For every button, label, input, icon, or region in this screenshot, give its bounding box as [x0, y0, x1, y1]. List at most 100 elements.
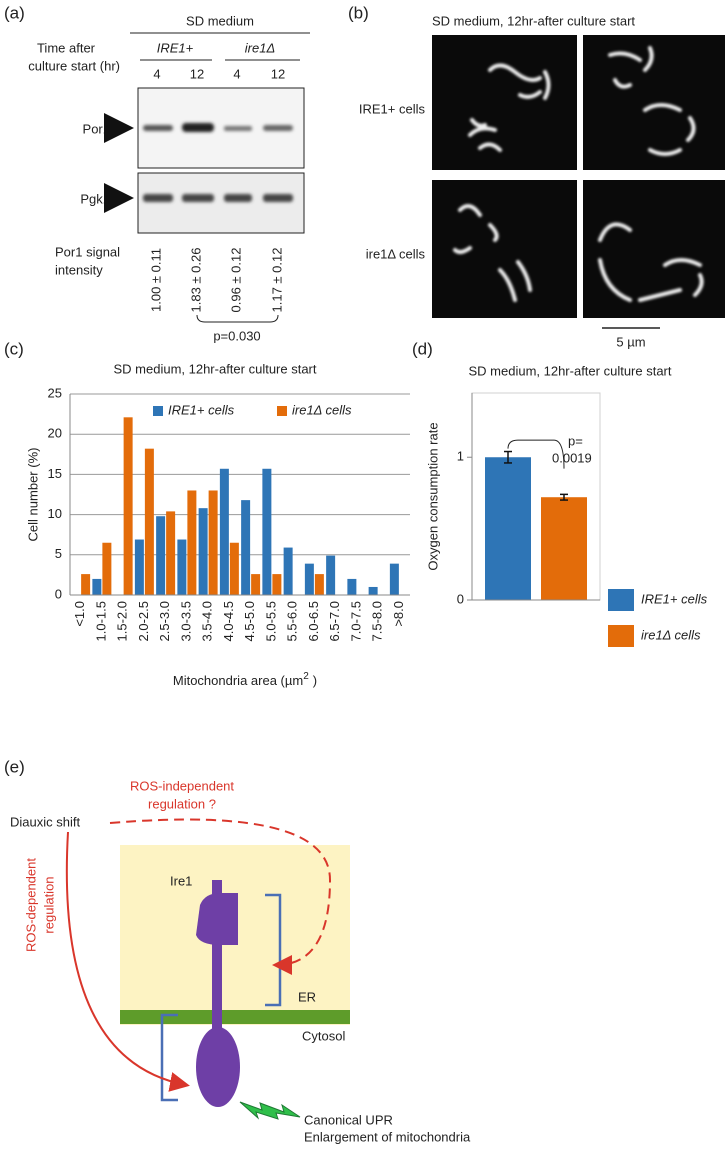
- strain: IRE1+: [157, 40, 194, 55]
- blot-label: Pgk1: [80, 191, 110, 206]
- bar: [283, 547, 293, 595]
- signal: 1.17 ± 0.12: [269, 248, 284, 313]
- x-axis-label-part: 2: [303, 671, 309, 682]
- blot-label: Por1: [83, 121, 110, 136]
- bar: [144, 448, 154, 595]
- x-tick-label: 5.0-5.5: [263, 601, 278, 641]
- legend-swatch: [277, 406, 287, 416]
- dashed-arrow: [109, 818, 332, 975]
- y-tick-label: 25: [48, 385, 62, 400]
- time-label: culture start (hr): [28, 58, 120, 73]
- ros-independent: ROS-independent: [130, 778, 234, 793]
- ros-independent: regulation ?: [148, 796, 216, 811]
- x-tick-label: 7.0-7.5: [348, 601, 363, 641]
- error-bar: [560, 493, 568, 501]
- signal: 1.00 ± 0.11: [148, 248, 163, 312]
- bar: [389, 563, 399, 595]
- error-bar: [504, 450, 512, 464]
- x-tick-label: 1.0-1.5: [93, 601, 108, 641]
- micrographs: [432, 35, 725, 318]
- annotation: p=: [568, 434, 583, 449]
- bar: [304, 563, 314, 595]
- row-label: ire1Δ cells: [366, 246, 426, 261]
- solid-arrow: [65, 831, 190, 1092]
- panel-label: (e): [4, 757, 25, 776]
- ire1-cytosolic: [196, 1027, 240, 1107]
- legend-label: IRE1+ cells: [168, 402, 235, 417]
- trigger: Diauxic shift: [10, 814, 80, 829]
- x-tick-label: >8.0: [391, 601, 406, 627]
- x-tick-label: 3.5-4.0: [200, 601, 215, 641]
- bracket: [265, 893, 282, 1007]
- x-tick-label: 3.0-3.5: [178, 601, 193, 641]
- legend-swatch: [153, 406, 163, 416]
- x-tick-label: <1.0: [72, 601, 87, 627]
- bracket: [507, 439, 565, 469]
- bar: [219, 468, 229, 595]
- ros-dependent: ROS-dependent: [23, 858, 38, 952]
- ros-dependent: regulation: [41, 876, 56, 933]
- y-tick-label: 20: [48, 426, 62, 441]
- bar: [134, 539, 144, 595]
- bar: [347, 578, 357, 595]
- lane: 4: [153, 66, 160, 81]
- output: Canonical UPR: [304, 1112, 393, 1127]
- x-tick-label: 2.5-3.0: [157, 601, 172, 641]
- lane: 4: [233, 66, 240, 81]
- annotation: 0.0019: [552, 451, 592, 466]
- bracket: [160, 1013, 178, 1102]
- chart-title: SD medium, 12hr-after culture start: [468, 363, 671, 378]
- bar: [541, 497, 587, 600]
- bar: [177, 539, 187, 595]
- panel-label: (d): [412, 339, 433, 358]
- bar: [81, 574, 91, 595]
- x-tick-label: 4.5-5.0: [242, 601, 257, 641]
- y-tick-label: 0: [55, 586, 62, 601]
- x-axis-label-part: Mitochondria area (µm: [173, 673, 303, 688]
- signal-label: intensity: [55, 262, 103, 277]
- bar: [123, 417, 133, 595]
- title: SD medium, 12hr-after culture start: [432, 13, 635, 28]
- y-tick-label: 10: [48, 506, 62, 521]
- bar: [156, 516, 166, 595]
- medium: SD medium: [186, 13, 254, 28]
- legend-swatch: [608, 625, 634, 647]
- panel-label: (a): [4, 3, 25, 22]
- x-tick-label: 6.0-6.5: [306, 601, 321, 641]
- bar: [262, 468, 272, 595]
- bar: [187, 490, 197, 595]
- bands: [143, 123, 293, 132]
- bracket: [196, 314, 279, 323]
- bar: [92, 578, 102, 595]
- scale-label: 5 µm: [616, 334, 645, 349]
- x-tick-label: 4.0-4.5: [221, 601, 236, 641]
- x-tick-label: 7.5-8.0: [370, 601, 385, 641]
- legend-label: IRE1+ cells: [641, 591, 708, 606]
- bar: [314, 574, 324, 595]
- strain: ire1Δ: [245, 40, 275, 55]
- y-axis-label: Oxygen consumption rate: [425, 422, 440, 570]
- panel-label: (b): [348, 3, 369, 22]
- er-label: ER: [298, 989, 316, 1004]
- panel-label: (c): [4, 339, 24, 358]
- x-tick-label: 1.5-2.0: [115, 601, 130, 641]
- time-label: Time after: [37, 40, 96, 55]
- bar: [368, 586, 378, 595]
- bar: [166, 511, 176, 595]
- p-value: p=0.030: [213, 328, 260, 343]
- y-tick-label: 15: [48, 466, 62, 481]
- bar: [208, 490, 218, 595]
- protein: Ire1: [170, 873, 192, 888]
- bar: [326, 555, 336, 595]
- output: Enlargement of mitochondria: [304, 1129, 471, 1144]
- x-tick-label: 5.5-6.0: [285, 601, 300, 641]
- bar: [251, 574, 261, 595]
- bar: [241, 500, 251, 595]
- row-label: IRE1+ cells: [359, 101, 426, 116]
- ire1-stalk: [212, 880, 222, 1105]
- lane: 12: [190, 66, 204, 81]
- legend-swatch: [608, 589, 634, 611]
- y-tick-label: 1: [457, 449, 464, 464]
